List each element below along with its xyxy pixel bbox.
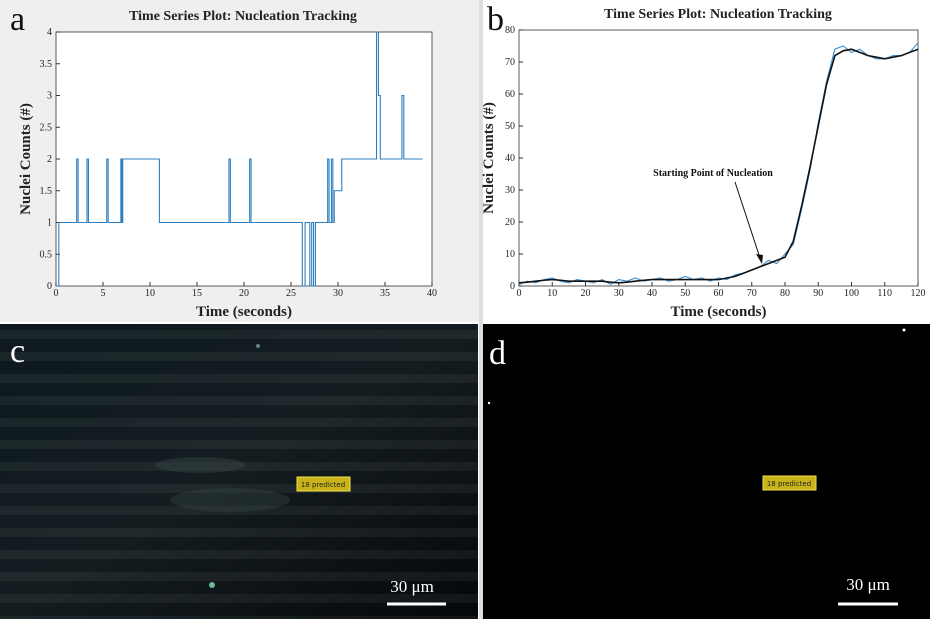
y-tick-label: 2.5 — [40, 122, 53, 133]
x-tick-label: 10 — [547, 288, 557, 299]
data-line — [518, 48, 919, 284]
x-tick-label: 0 — [54, 288, 59, 299]
x-tick-label: 0 — [517, 288, 522, 299]
y-tick-label: 20 — [505, 217, 515, 228]
y-tick-label: 50 — [505, 121, 515, 132]
micrograph-particle — [209, 582, 215, 588]
x-axis-label: Time (seconds) — [196, 304, 292, 320]
detection-box — [762, 475, 817, 491]
detection-label: 18 predicted — [767, 480, 811, 488]
x-axis-label: Time (seconds) — [671, 304, 767, 320]
x-tick-label: 5 — [101, 288, 106, 299]
x-tick-label: 25 — [286, 288, 296, 299]
annotation: Starting Point of Nucleation — [653, 168, 773, 179]
chart-title: Time Series Plot: Nucleation Tracking — [129, 9, 357, 24]
x-tick-label: 35 — [380, 288, 390, 299]
y-axis-label: Nuclei Counts (#) — [18, 103, 34, 215]
x-tick-label: 110 — [877, 288, 892, 299]
x-tick-label: 30 — [333, 288, 343, 299]
x-tick-label: 40 — [427, 288, 437, 299]
x-tick-label: 90 — [813, 288, 823, 299]
x-tick-label: 50 — [680, 288, 690, 299]
micrograph-feature — [155, 457, 245, 473]
scale-bar-label: 30 μm — [390, 577, 434, 596]
x-tick-label: 30 — [614, 288, 624, 299]
x-tick-label: 100 — [844, 288, 859, 299]
y-tick-label: 10 — [505, 249, 515, 260]
x-tick-label: 60 — [714, 288, 724, 299]
x-tick-label: 15 — [192, 288, 202, 299]
x-tick-label: 40 — [647, 288, 657, 299]
binary-image — [483, 324, 930, 619]
x-tick-label: 10 — [145, 288, 155, 299]
x-tick-label: 120 — [911, 288, 926, 299]
y-tick-label: 70 — [505, 57, 515, 68]
y-tick-label: 4 — [47, 27, 52, 38]
y-tick-label: 40 — [505, 153, 515, 164]
plot-area — [518, 29, 919, 287]
y-tick-label: 0.5 — [40, 249, 53, 260]
detection-box — [296, 476, 351, 492]
annotation-arrowhead — [756, 254, 763, 264]
panel-label: a — [10, 1, 25, 38]
detection-label: 18 predicted — [301, 481, 345, 489]
panel-label: b — [487, 1, 504, 38]
binary-particle — [902, 328, 906, 332]
y-tick-label: 60 — [505, 89, 515, 100]
y-tick-label: 3 — [47, 91, 52, 102]
x-tick-label: 80 — [780, 288, 790, 299]
annotation-arrow — [734, 181, 761, 259]
y-tick-label: 2 — [47, 154, 52, 165]
binary-particle — [487, 401, 491, 405]
panel-label: c — [10, 333, 25, 370]
x-tick-label: 20 — [581, 288, 591, 299]
x-tick-label: 70 — [747, 288, 757, 299]
y-axis-label: Nuclei Counts (#) — [481, 102, 497, 214]
panel-label: d — [489, 335, 506, 372]
y-tick-label: 0 — [510, 281, 515, 292]
y-tick-label: 1.5 — [40, 186, 53, 197]
y-tick-label: 80 — [505, 25, 515, 36]
chart-title: Time Series Plot: Nucleation Tracking — [604, 7, 832, 22]
micrograph-feature — [170, 488, 290, 512]
y-tick-label: 1 — [47, 218, 52, 229]
y-tick-label: 3.5 — [40, 59, 53, 70]
data-line — [56, 31, 423, 287]
micrograph-texture — [0, 324, 478, 619]
y-tick-label: 30 — [505, 185, 515, 196]
micrograph-particle — [256, 344, 260, 348]
scale-bar-label: 30 μm — [846, 575, 890, 594]
y-tick-label: 0 — [47, 281, 52, 292]
x-tick-label: 20 — [239, 288, 249, 299]
